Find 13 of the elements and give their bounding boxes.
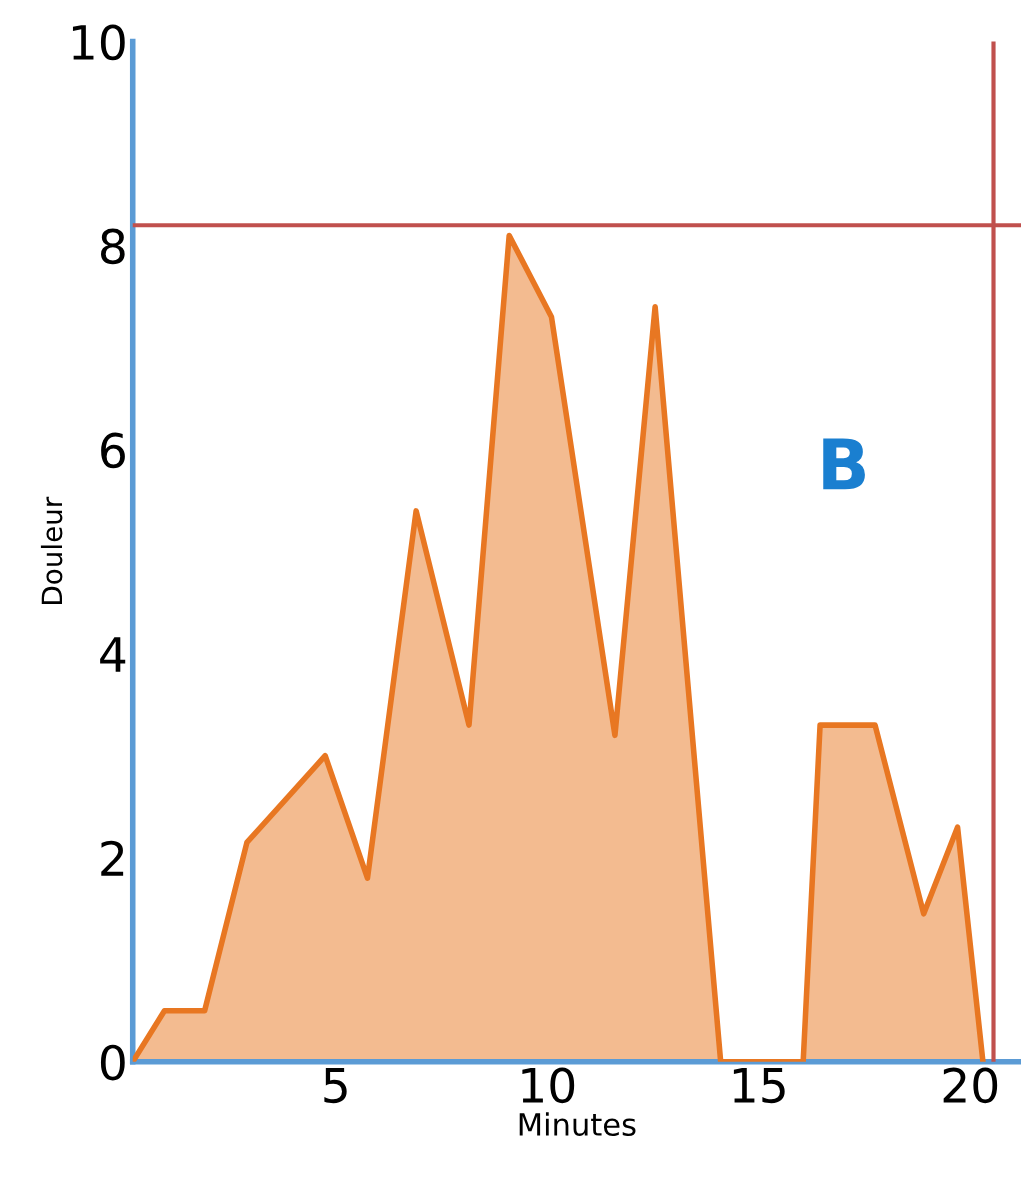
x-tick-label: 20	[943, 1067, 998, 1104]
y-tick-label: 2	[101, 840, 124, 876]
y-tick-label: 8	[101, 228, 125, 265]
x-axis-title: Minutes	[519, 1112, 636, 1136]
x-tick-label: 10	[522, 1067, 575, 1104]
y-tick-label: 6	[101, 432, 125, 469]
y-axis-title: Douleur	[40, 496, 63, 604]
annotation: B	[823, 438, 865, 490]
y-tick-label: 10	[72, 24, 125, 61]
x-tick-label: 15	[733, 1068, 785, 1104]
y-tick-label: 4	[100, 637, 126, 672]
y-tick-label: 0	[100, 1044, 125, 1081]
x-tick-label: 5	[324, 1068, 347, 1104]
